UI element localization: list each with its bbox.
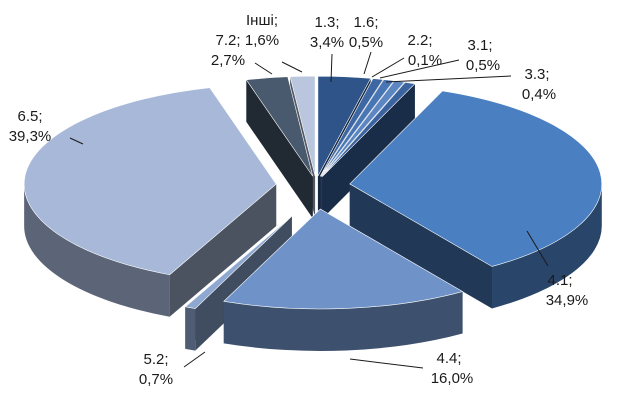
- slice-value-label-6.5: 39,3%: [9, 128, 52, 145]
- slice-value-label-3.3: 0,4%: [522, 86, 556, 103]
- slice-value-label-5.2: 0,7%: [139, 371, 173, 388]
- pie-slice-top-5.2: [184, 215, 293, 309]
- leader-line-7.2: [254, 62, 273, 75]
- pie-slice-wall-5.2-1: [185, 216, 292, 349]
- pie-slices: [23, 75, 603, 351]
- pie-slice-top-3.3: [322, 81, 416, 177]
- pie-slice-7.2: [245, 76, 314, 219]
- leader-line-5.2: [183, 351, 206, 368]
- slice-label-2.2: 2.2;: [407, 32, 432, 49]
- slice-value-label-4.4: 16,0%: [431, 370, 474, 387]
- slice-label-4.1: 4.1;: [547, 272, 572, 289]
- leader-line-4.1: [526, 230, 549, 267]
- slice-label-4.4: 4.4;: [436, 350, 461, 367]
- pie-slice-top-6.5: [23, 87, 277, 276]
- slice-label-7.2: 7.2;: [215, 32, 240, 49]
- slice-value-label-7.2: 2,7%: [211, 52, 245, 69]
- slice-labels: 1.3; 3,4% 1.6; 0,5% 2.2; 0,1% 3.1; 0,5% 3.3; 0,4%…: [9, 12, 589, 388]
- leader-line-2.2: [371, 57, 405, 78]
- pie-slice-3.3: [322, 81, 416, 219]
- leader-line-1.3: [330, 53, 333, 83]
- pie-slice-wall-4.1-1: [349, 183, 493, 309]
- pie-slice-wall-6.5-0: [169, 184, 277, 317]
- slice-label-3.3: 3.3;: [524, 66, 549, 83]
- pie-slice-wall-7.2-0: [246, 79, 313, 219]
- pie-slice-4.4: [223, 208, 464, 351]
- pie-slice-top-4.1: [349, 90, 603, 267]
- slice-label-Інші: Інші;: [246, 12, 278, 29]
- slice-value-label-4.1: 34,9%: [546, 292, 589, 309]
- leader-line-4.4: [349, 358, 424, 369]
- pie-slice-6.5: [23, 87, 277, 317]
- slice-label-5.2: 5.2;: [143, 351, 168, 368]
- leader-line-6.5: [69, 137, 84, 145]
- label-leaders: [69, 51, 549, 369]
- slice-value-label-1.6: 0,5%: [349, 34, 383, 51]
- slice-value-label-2.2: 0,1%: [408, 52, 442, 69]
- pie-slice-side-5.2-0: [185, 306, 196, 351]
- pie-slice-wall-3.3-1: [322, 83, 415, 219]
- pie-slice-4.1: [349, 90, 603, 309]
- leader-line-Інші: [281, 61, 303, 73]
- leader-line-1.6: [363, 51, 372, 75]
- pie-slice-top-7.2: [245, 76, 314, 177]
- pie-slice-side-4.1-0: [492, 183, 602, 309]
- pie-slice-top-1.3: [317, 75, 372, 177]
- slice-label-3.1: 3.1;: [467, 37, 492, 54]
- slice-value-label-3.1: 0,5%: [466, 57, 500, 74]
- slice-label-1.6: 1.6;: [353, 14, 378, 31]
- slice-label-1.3: 1.3;: [314, 14, 339, 31]
- slice-value-label-1.3: 3,4%: [310, 34, 344, 51]
- leader-line-3.3: [385, 75, 512, 83]
- pie-slice-top-1.6: [319, 78, 384, 177]
- pie-slice-top-4.4: [223, 208, 464, 310]
- pie-slice-side-6.5-0: [24, 184, 170, 317]
- pie-slice-top-2.2: [320, 79, 395, 177]
- slice-value-label-Інші: 1,6%: [245, 32, 279, 49]
- leader-line-3.1: [379, 59, 460, 79]
- slice-label-6.5: 6.5;: [17, 108, 42, 125]
- pie-slice-top-Інші: [289, 75, 316, 177]
- pie-slice-side-4.4-0: [223, 291, 463, 351]
